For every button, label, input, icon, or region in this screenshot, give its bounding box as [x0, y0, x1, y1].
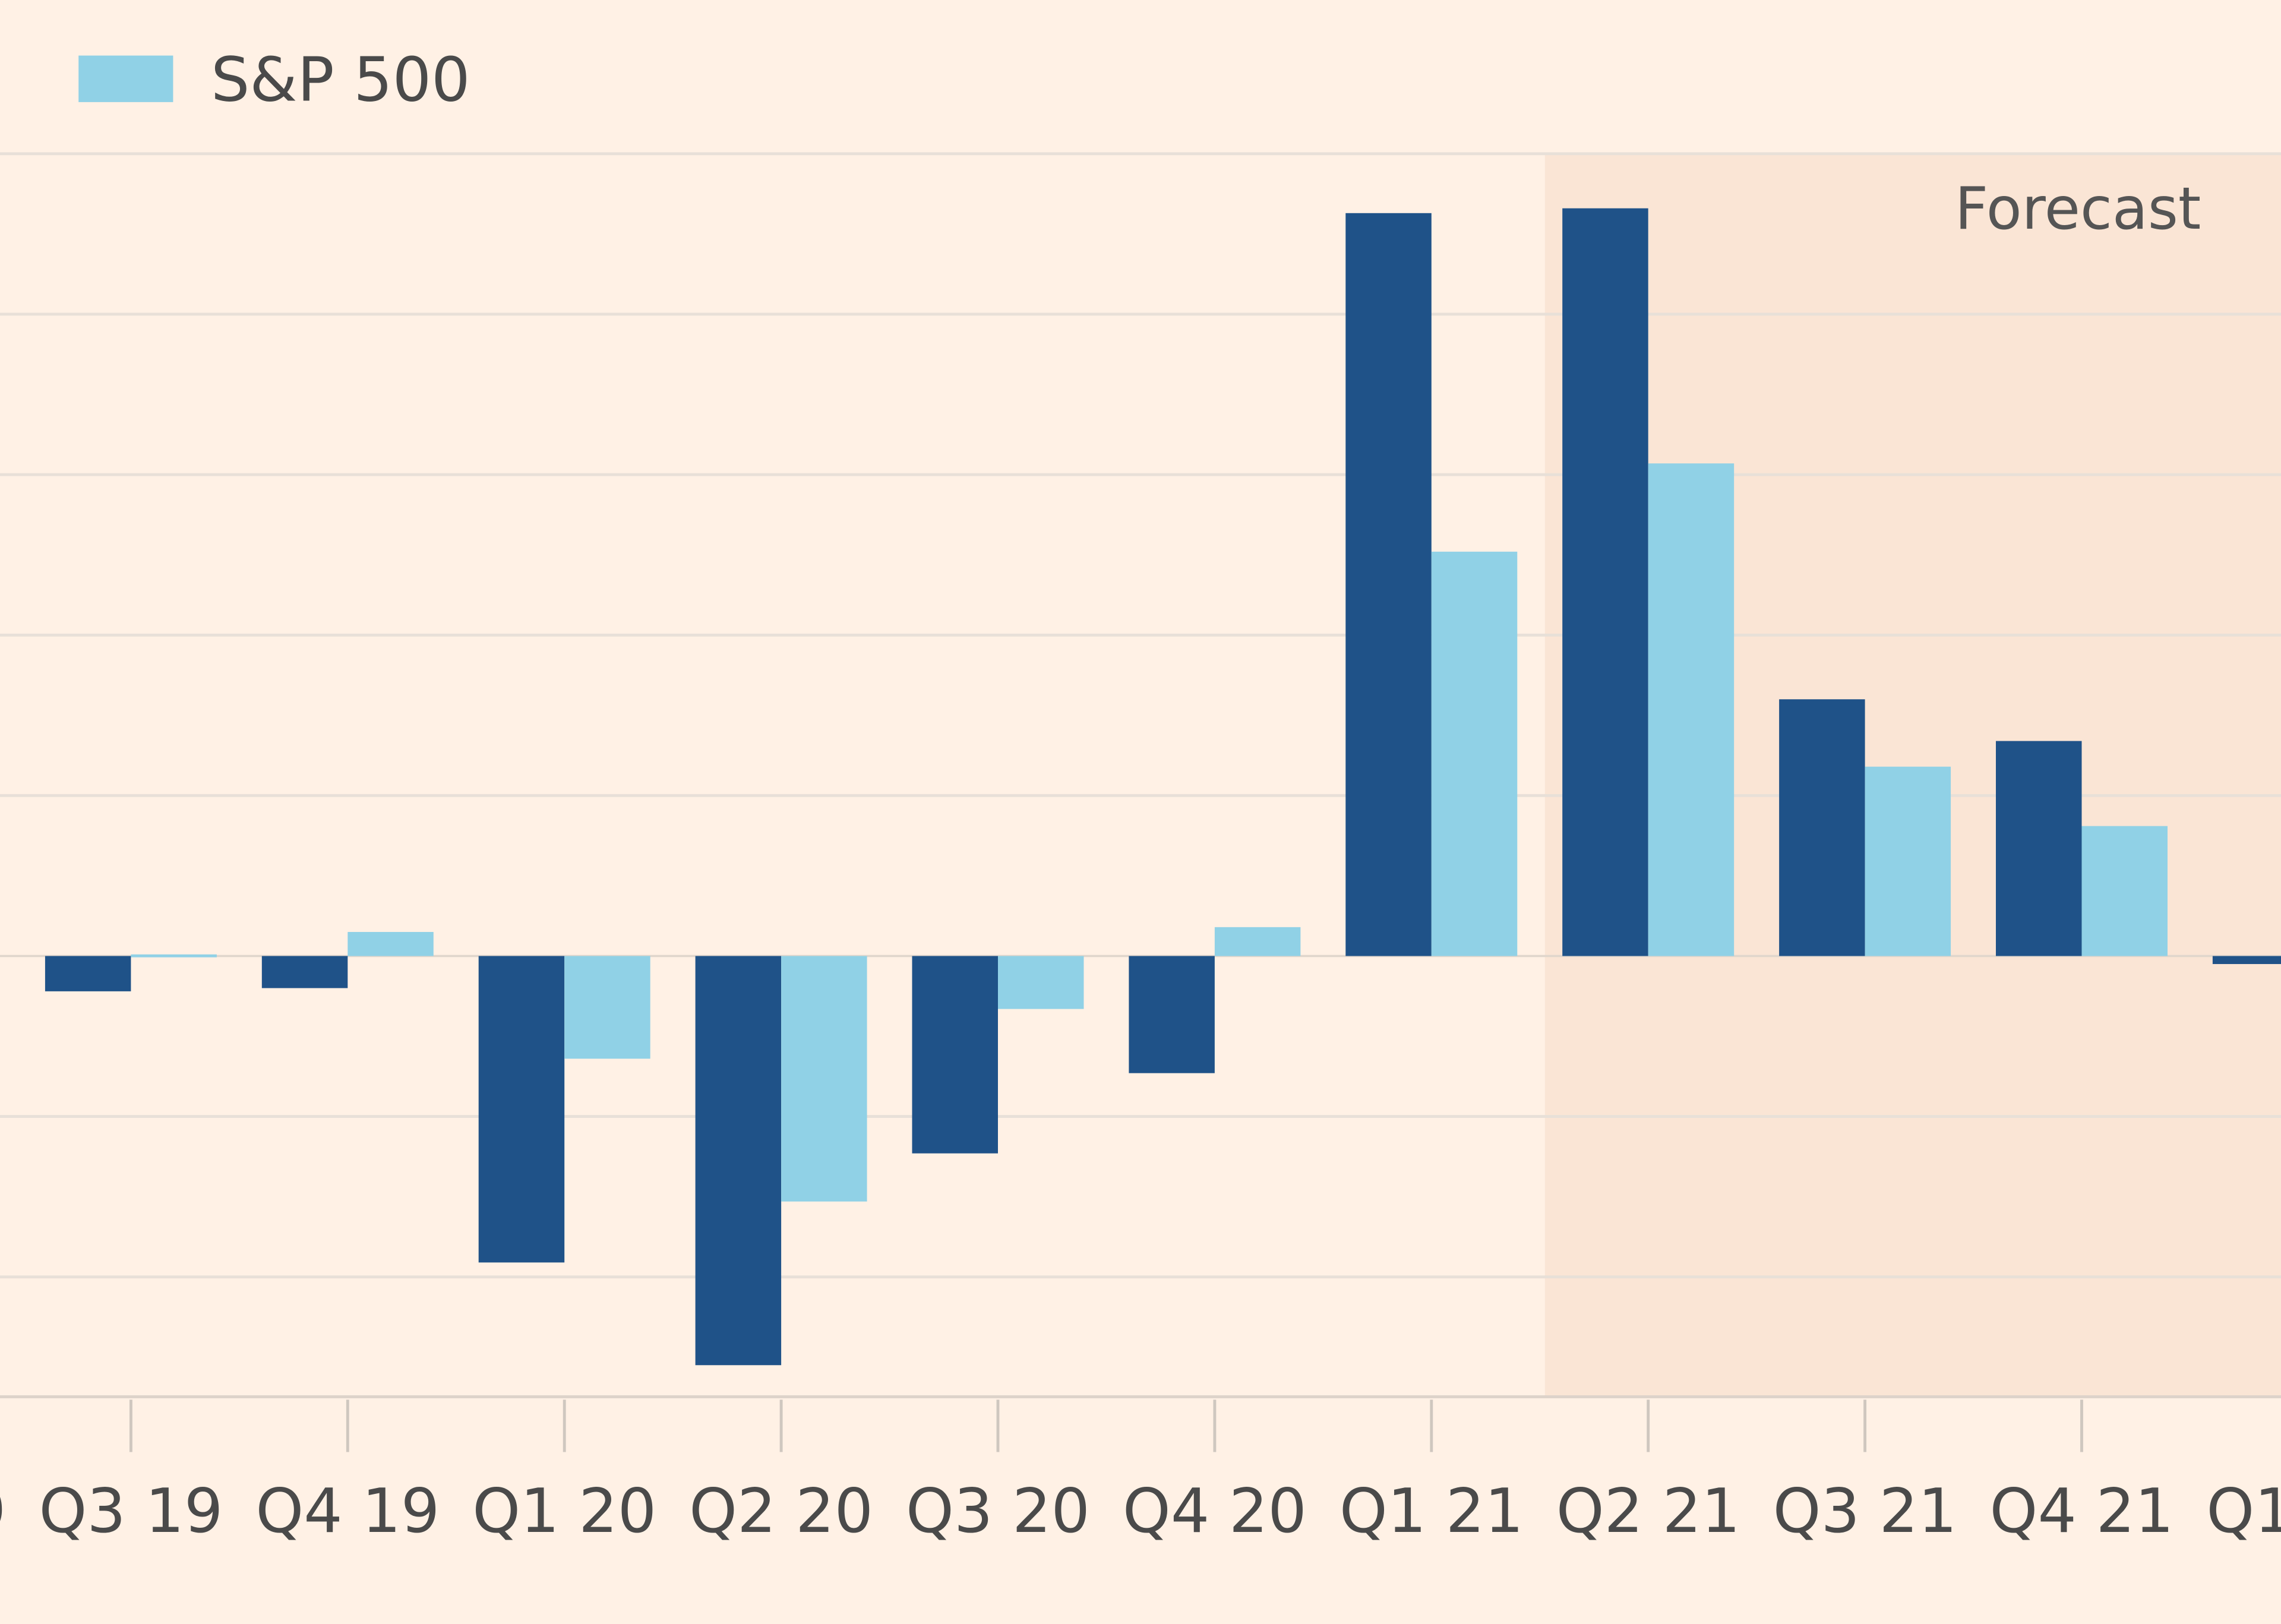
x-tick-label: Q1 20: [472, 1476, 656, 1547]
x-tick-label: Q3 21: [1773, 1476, 1957, 1547]
bar-series1-q3-20: [912, 956, 998, 1154]
bar-series1-q3-19: [45, 956, 131, 991]
legend-label-sp500: S&P 500: [211, 45, 470, 115]
x-tick-label: Q3 20: [906, 1476, 1090, 1547]
x-tick-label: Q2 21: [1556, 1476, 1740, 1547]
x-tick-label: Q1 21: [1339, 1476, 1524, 1547]
x-tick-label: Q4 21: [1990, 1476, 2174, 1547]
bar-series1-q4-21: [1996, 741, 2082, 956]
x-tick-label: Q4 19: [255, 1476, 440, 1547]
forecast-label: Forecast: [1955, 175, 2201, 243]
legend-swatch-sp500: [78, 55, 173, 102]
x-tick-label: Q4 20: [1123, 1476, 1307, 1547]
bar-series1-q1-21: [1345, 213, 1432, 956]
bar-series1-q1-22: [2212, 956, 2281, 964]
bar-sp500-q2-20: [781, 956, 867, 1202]
bar-series1-q1-20: [478, 956, 565, 1263]
bar-sp500-q1-20: [564, 956, 650, 1059]
bar-sp500-q4-20: [1214, 927, 1301, 956]
x-tick-label: Q2 19: [0, 1476, 6, 1547]
bar-sp500-q3-19: [131, 954, 217, 958]
bar-series1-q2-20: [695, 956, 782, 1366]
bar-sp500-q3-20: [998, 956, 1084, 1009]
bar-series1-q4-20: [1129, 956, 1215, 1073]
bar-sp500-q1-21: [1431, 551, 1518, 956]
bar-series1-q4-19: [261, 956, 348, 988]
x-tick-label: Q1 22: [2206, 1476, 2281, 1547]
bar-sp500-q3-21: [1865, 766, 1951, 956]
bar-series1-q2-21: [1562, 208, 1648, 956]
bar-series1-q3-21: [1779, 699, 1865, 956]
bar-sp500-q2-21: [1648, 463, 1735, 956]
x-tick-label: Q2 20: [689, 1476, 873, 1547]
bar-sp500-q4-21: [2081, 826, 2168, 956]
x-tick-label: Q3 19: [39, 1476, 223, 1547]
bar-sp500-q4-19: [347, 931, 434, 956]
